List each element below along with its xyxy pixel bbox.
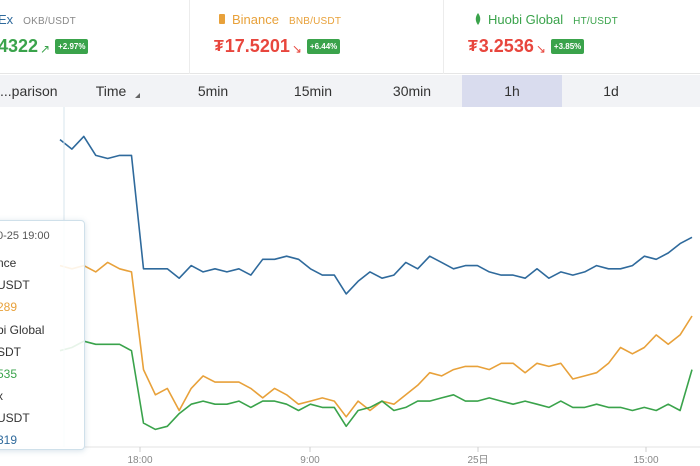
tooltip-series-pair: USDT bbox=[0, 411, 30, 425]
trading-pair: BNB/USDT bbox=[288, 16, 342, 27]
price: 3.2536 bbox=[478, 36, 534, 56]
price: 17.5201 bbox=[224, 36, 290, 56]
tooltip-series-value: 289 bbox=[0, 300, 18, 314]
tab-1d[interactable]: 1d bbox=[562, 75, 660, 107]
tab-label: 5min bbox=[197, 83, 229, 99]
tooltip-series-pair: USDT bbox=[0, 278, 30, 292]
tooltip-series-value: 535 bbox=[0, 367, 18, 381]
exchange-card-binance[interactable]: Binance BNB/USDT ₮ 17.5201 ↘ +6.44% bbox=[190, 0, 444, 74]
tooltip-series-pair: SDT bbox=[0, 345, 21, 359]
series-line-okex bbox=[59, 135, 693, 295]
exchange-card-okex[interactable]: Ex OKB/USDT 4322 ↗ +2.97% bbox=[0, 0, 190, 74]
exchange-cards: Ex OKB/USDT 4322 ↗ +2.97% Binance BNB/US… bbox=[0, 0, 700, 74]
tab-1h[interactable]: 1h bbox=[462, 75, 562, 107]
x-tick-label: 15:00 bbox=[633, 455, 658, 466]
timeframe-tab-bar: ...parison Time 5min 15min 30min 1h 1d bbox=[0, 75, 700, 107]
price-line: ₮ 3.2536 ↘ +3.85% bbox=[468, 36, 585, 57]
binance-logo-icon bbox=[219, 14, 225, 24]
tab-label: Time bbox=[95, 83, 127, 99]
tooltip-series-name: nce bbox=[0, 256, 17, 270]
trading-pair: HT/USDT bbox=[573, 16, 618, 27]
huobi-logo-icon bbox=[475, 13, 481, 25]
sort-triangle-icon[interactable] bbox=[130, 93, 141, 98]
tab-label: 30min bbox=[392, 83, 432, 99]
exchange-name: Huobi Global bbox=[488, 12, 564, 27]
tab-15min[interactable]: 15min bbox=[264, 75, 362, 107]
tab-30min[interactable]: 30min bbox=[362, 75, 462, 107]
exchange-name: Binance bbox=[232, 12, 279, 27]
tooltip-series-value: 319 bbox=[0, 433, 18, 447]
chart-tooltip: 0-25 19:00 nce USDT 289 bi Global SDT 53… bbox=[0, 220, 85, 450]
tab-label: 15min bbox=[293, 83, 333, 99]
x-tick-label: 25日 bbox=[467, 455, 488, 466]
currency-symbol: ₮ bbox=[214, 37, 224, 55]
chart-canvas[interactable]: 18:00 9:00 25日 15:00 bbox=[0, 107, 700, 466]
tab-comparison[interactable]: ...parison bbox=[0, 75, 74, 107]
change-badge: +6.44% bbox=[306, 39, 341, 54]
trading-pair: OKB/USDT bbox=[23, 16, 76, 27]
series-line-binance bbox=[59, 261, 693, 418]
price: 4322 bbox=[0, 36, 39, 56]
price-line: ₮ 17.5201 ↘ +6.44% bbox=[214, 36, 341, 57]
tooltip-series-name: x bbox=[0, 389, 3, 403]
tab-label: ...parison bbox=[0, 83, 58, 99]
tab-5min[interactable]: 5min bbox=[162, 75, 264, 107]
tab-label: 1d bbox=[603, 83, 619, 99]
tooltip-series-name: bi Global bbox=[0, 323, 45, 337]
tab-time[interactable]: Time bbox=[74, 75, 162, 107]
trend-down-icon: ↘ bbox=[535, 41, 546, 56]
series-line-huobi-global bbox=[59, 340, 693, 431]
x-tick-label: 9:00 bbox=[300, 455, 320, 466]
exchange-card-header: Binance BNB/USDT bbox=[218, 12, 341, 27]
trend-up-icon: ↗ bbox=[40, 41, 51, 56]
change-badge: +2.97% bbox=[55, 39, 89, 54]
currency-symbol: ₮ bbox=[468, 37, 478, 55]
tab-label: 1h bbox=[504, 83, 520, 99]
exchange-name: Ex bbox=[0, 12, 14, 27]
exchange-card-header: Ex OKB/USDT bbox=[0, 12, 76, 27]
tooltip-time: 0-25 19:00 bbox=[0, 230, 50, 242]
x-tick-label: 18:00 bbox=[127, 455, 152, 466]
exchange-card-header: Huobi Global HT/USDT bbox=[474, 12, 618, 27]
price-line: 4322 ↗ +2.97% bbox=[0, 36, 89, 57]
price-comparison-chart[interactable]: 18:00 9:00 25日 15:00 0-25 19:00 nce USDT 28… bbox=[0, 107, 700, 466]
trend-down-icon: ↘ bbox=[291, 41, 302, 56]
exchange-card-huobi[interactable]: Huobi Global HT/USDT ₮ 3.2536 ↘ +3.85% bbox=[444, 0, 700, 74]
change-badge: +3.85% bbox=[550, 39, 585, 54]
